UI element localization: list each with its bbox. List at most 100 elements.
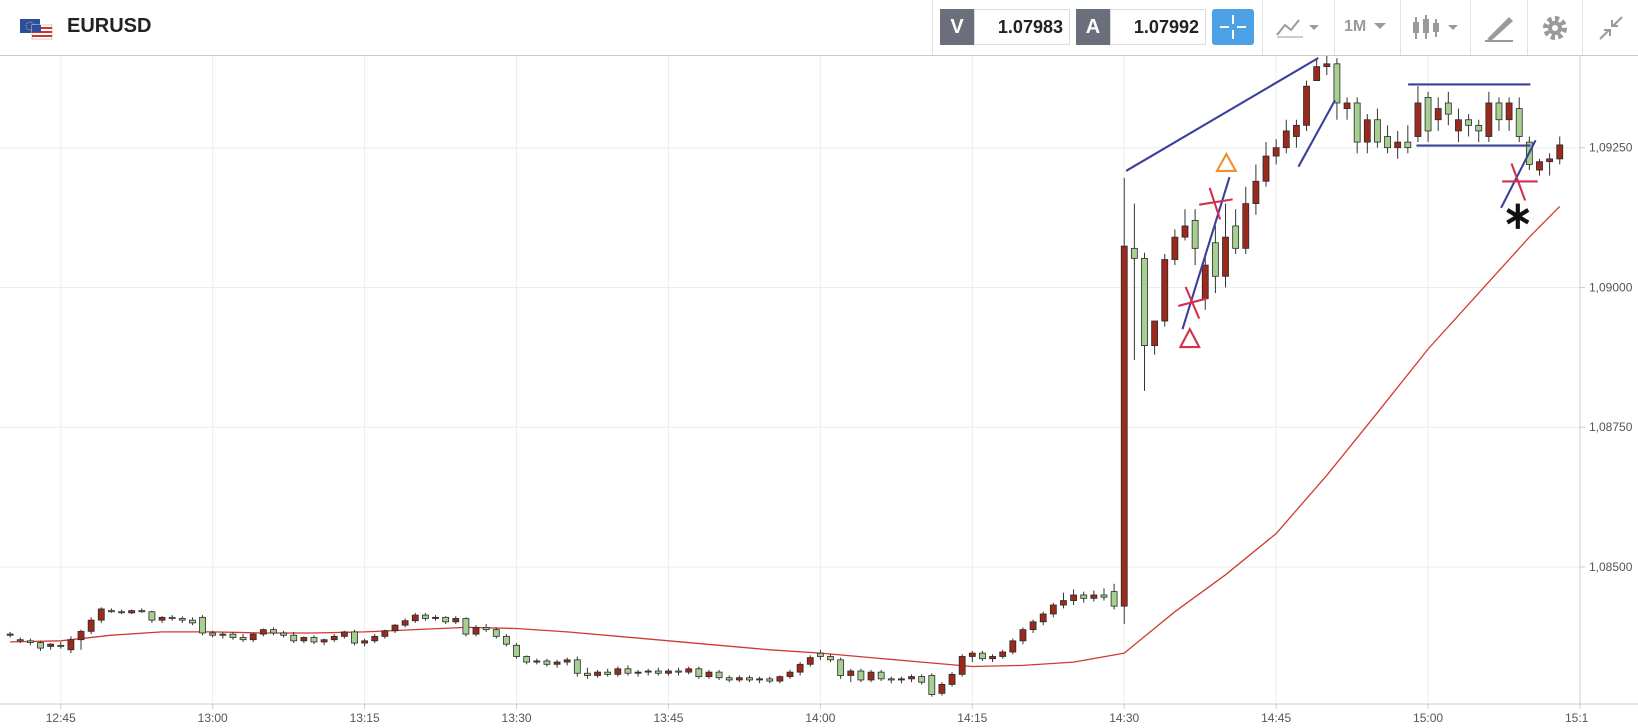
candle-body	[1272, 147, 1280, 157]
candle-body	[1333, 63, 1341, 104]
candle-body	[1141, 257, 1148, 347]
candle-body	[16, 639, 24, 642]
candle-body	[128, 610, 136, 614]
candle-body	[796, 663, 804, 673]
candle-body	[1080, 594, 1088, 599]
candle-body	[1515, 108, 1523, 137]
x-tick-label: 15:00	[1413, 711, 1443, 725]
candle-body	[432, 616, 439, 619]
candle-body	[351, 631, 358, 644]
candle-body	[1323, 63, 1331, 68]
candle-body	[1242, 203, 1250, 249]
candle-body	[6, 633, 14, 636]
candle-body	[695, 668, 703, 678]
candle-body	[614, 668, 622, 675]
candle-body	[320, 639, 328, 643]
y-tick-label: 1,09000	[1589, 280, 1633, 294]
candle-body	[644, 670, 652, 673]
candle-body	[37, 642, 44, 649]
candle-body	[979, 652, 986, 660]
candle-body	[1363, 119, 1371, 143]
candle-body	[573, 659, 581, 674]
candle-body	[1424, 96, 1432, 132]
candle-body	[1049, 604, 1057, 615]
candle-body	[1505, 102, 1513, 121]
candle-body	[1070, 594, 1077, 601]
buy-price[interactable]: 1.07992	[1110, 9, 1206, 45]
candle-body	[158, 616, 166, 621]
candle-body	[361, 640, 369, 644]
candle-body	[543, 660, 551, 665]
chart-type-button[interactable]	[1275, 13, 1325, 43]
symbol[interactable]: EURUSD	[67, 15, 152, 37]
candle-body	[148, 611, 156, 621]
sell-price[interactable]: 1.07983	[974, 9, 1070, 45]
asterisk-marker	[1506, 203, 1530, 229]
candle-body	[786, 671, 794, 678]
candle-body	[118, 611, 125, 614]
triangle-marker	[1215, 151, 1238, 172]
candle-body	[1252, 180, 1260, 205]
grid	[0, 56, 1581, 704]
candle-body	[624, 668, 632, 674]
candle-body	[87, 619, 95, 632]
candle-body	[452, 618, 460, 623]
sell-label[interactable]: V	[940, 9, 974, 45]
y-tick-label: 1,08500	[1589, 560, 1633, 574]
flag-icon	[20, 19, 53, 40]
crosshair-icon	[1220, 15, 1246, 39]
moving-average	[10, 205, 1561, 668]
candle-body	[67, 639, 75, 651]
candle-body	[1120, 245, 1128, 607]
candle-body	[1282, 130, 1290, 149]
candle-body	[1546, 158, 1554, 163]
candle-body	[300, 637, 308, 642]
crosshair-button[interactable]	[1212, 9, 1254, 45]
candle-body	[209, 632, 217, 636]
candle-body	[1029, 621, 1037, 631]
candle-body	[958, 656, 966, 675]
candle-body	[1161, 259, 1169, 322]
candle-body	[654, 670, 662, 674]
separator	[932, 0, 933, 55]
candle-body	[999, 651, 1007, 657]
candle-body	[47, 643, 55, 647]
collapse-button[interactable]	[1596, 13, 1626, 43]
buy-label[interactable]: A	[1076, 9, 1110, 45]
candle-body	[989, 656, 996, 660]
candle-body	[1060, 600, 1067, 606]
candle-body	[1009, 640, 1017, 653]
candle-body	[1039, 613, 1047, 623]
candle-body	[189, 619, 196, 624]
candle-body	[1455, 119, 1462, 132]
candle-body	[280, 632, 287, 636]
candle-type-button[interactable]	[1410, 13, 1466, 43]
candle-body	[178, 618, 186, 621]
timeframe-button[interactable]: 1M	[1344, 18, 1367, 35]
candle-body	[1404, 141, 1412, 149]
candle-body	[249, 633, 257, 641]
candle-body	[97, 608, 105, 621]
candle-body	[877, 671, 885, 680]
candle-body	[229, 633, 237, 638]
trend-lines	[1125, 57, 1537, 330]
candle-body	[1110, 591, 1118, 607]
candle-body	[472, 627, 480, 635]
x-tick-label: 12:45	[46, 711, 76, 725]
separator	[1527, 0, 1528, 55]
candle-body	[766, 678, 774, 682]
candle-body	[1151, 320, 1159, 347]
candle-body	[604, 671, 612, 675]
candle-body	[1374, 119, 1381, 143]
y-tick-label: 1,08750	[1589, 420, 1633, 434]
separator	[1400, 0, 1401, 55]
candle-body	[1353, 102, 1361, 143]
x-tick-label: 13:45	[653, 711, 683, 725]
draw-button[interactable]	[1483, 13, 1517, 43]
settings-button[interactable]	[1540, 13, 1570, 43]
candle-body	[138, 610, 146, 613]
candle-body	[523, 656, 531, 663]
candle-body	[1313, 66, 1321, 82]
candle-body	[867, 671, 875, 681]
